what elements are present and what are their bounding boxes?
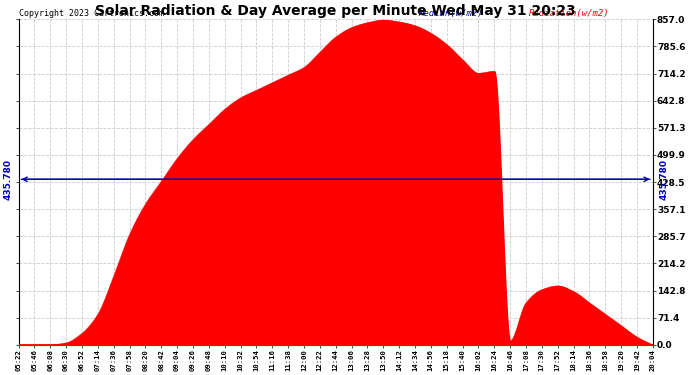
Text: Radiation(w/m2): Radiation(w/m2) [529, 9, 610, 18]
Text: 435.780: 435.780 [3, 159, 12, 200]
Title: Solar Radiation & Day Average per Minute Wed May 31 20:23: Solar Radiation & Day Average per Minute… [95, 4, 576, 18]
Text: Copyright 2023 Cartronics.com: Copyright 2023 Cartronics.com [19, 9, 164, 18]
Text: Median(w/m2): Median(w/m2) [418, 9, 482, 18]
Text: 435.780: 435.780 [659, 159, 668, 200]
